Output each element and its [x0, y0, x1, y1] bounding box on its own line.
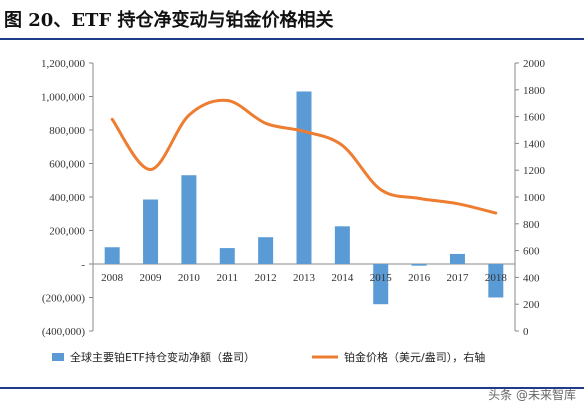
page-title: 图 20、ETF 持仓净变动与铂金价格相关	[4, 10, 334, 31]
bar-2009	[143, 199, 159, 264]
x-tick-label: 2016	[408, 272, 431, 284]
title-bar: 图 20、ETF 持仓净变动与铂金价格相关	[0, 0, 584, 34]
right-tick-label: 2000	[523, 58, 546, 70]
left-tick-label: 600,000	[49, 159, 85, 171]
bar-2016	[411, 264, 427, 266]
bar-2015	[373, 264, 389, 305]
bar-2017	[449, 253, 465, 264]
x-tick-label: 2015	[370, 272, 393, 284]
bar-2018	[488, 264, 504, 298]
right-tick-label: 1400	[523, 138, 546, 150]
left-tick-label: (400,000)	[42, 326, 85, 338]
x-tick-label: 2013	[293, 272, 316, 284]
bar-2014	[334, 226, 350, 264]
bar-2013	[296, 91, 312, 264]
title-divider	[0, 38, 584, 40]
left-tick-label: 200,000	[49, 226, 85, 238]
bar-2011	[219, 248, 235, 264]
x-tick-label: 2010	[178, 272, 201, 284]
right-tick-label: 400	[523, 272, 540, 284]
x-tick-label: 2012	[255, 272, 277, 284]
right-tick-label: 1200	[523, 165, 546, 177]
right-tick-label: 800	[523, 219, 540, 231]
bar-2008	[104, 247, 120, 264]
x-tick-label: 2018	[485, 272, 508, 284]
bar-2012	[258, 237, 274, 264]
right-tick-label: 0	[523, 326, 529, 338]
x-tick-label: 2017	[446, 272, 469, 284]
left-tick-label: 800,000	[49, 125, 85, 137]
right-tick-label: 1600	[523, 112, 546, 124]
legend-bar-label: 全球主要铂ETF持仓变动净额（盎司）	[70, 350, 255, 364]
left-tick-label: -	[81, 259, 85, 271]
right-tick-label: 1000	[523, 192, 546, 204]
legend-line-label: 铂金价格（美元/盎司），右轴	[344, 350, 485, 364]
watermark: 头条 @未来智库	[488, 388, 576, 402]
left-tick-label: 400,000	[49, 192, 85, 204]
left-tick-label: (200,000)	[42, 293, 85, 305]
x-tick-label: 2014	[331, 272, 354, 284]
x-tick-label: 2011	[216, 272, 238, 284]
right-tick-label: 1800	[523, 85, 546, 97]
x-tick-label: 2009	[140, 272, 163, 284]
left-tick-label: 1,000,000	[41, 92, 86, 104]
bar-2010	[181, 175, 197, 264]
right-tick-label: 600	[523, 246, 540, 258]
left-tick-label: 1,200,000	[41, 58, 86, 70]
legend-bar-swatch	[52, 353, 64, 361]
right-tick-label: 200	[523, 299, 540, 311]
bottom-divider	[0, 387, 584, 389]
x-tick-label: 2008	[101, 272, 124, 284]
